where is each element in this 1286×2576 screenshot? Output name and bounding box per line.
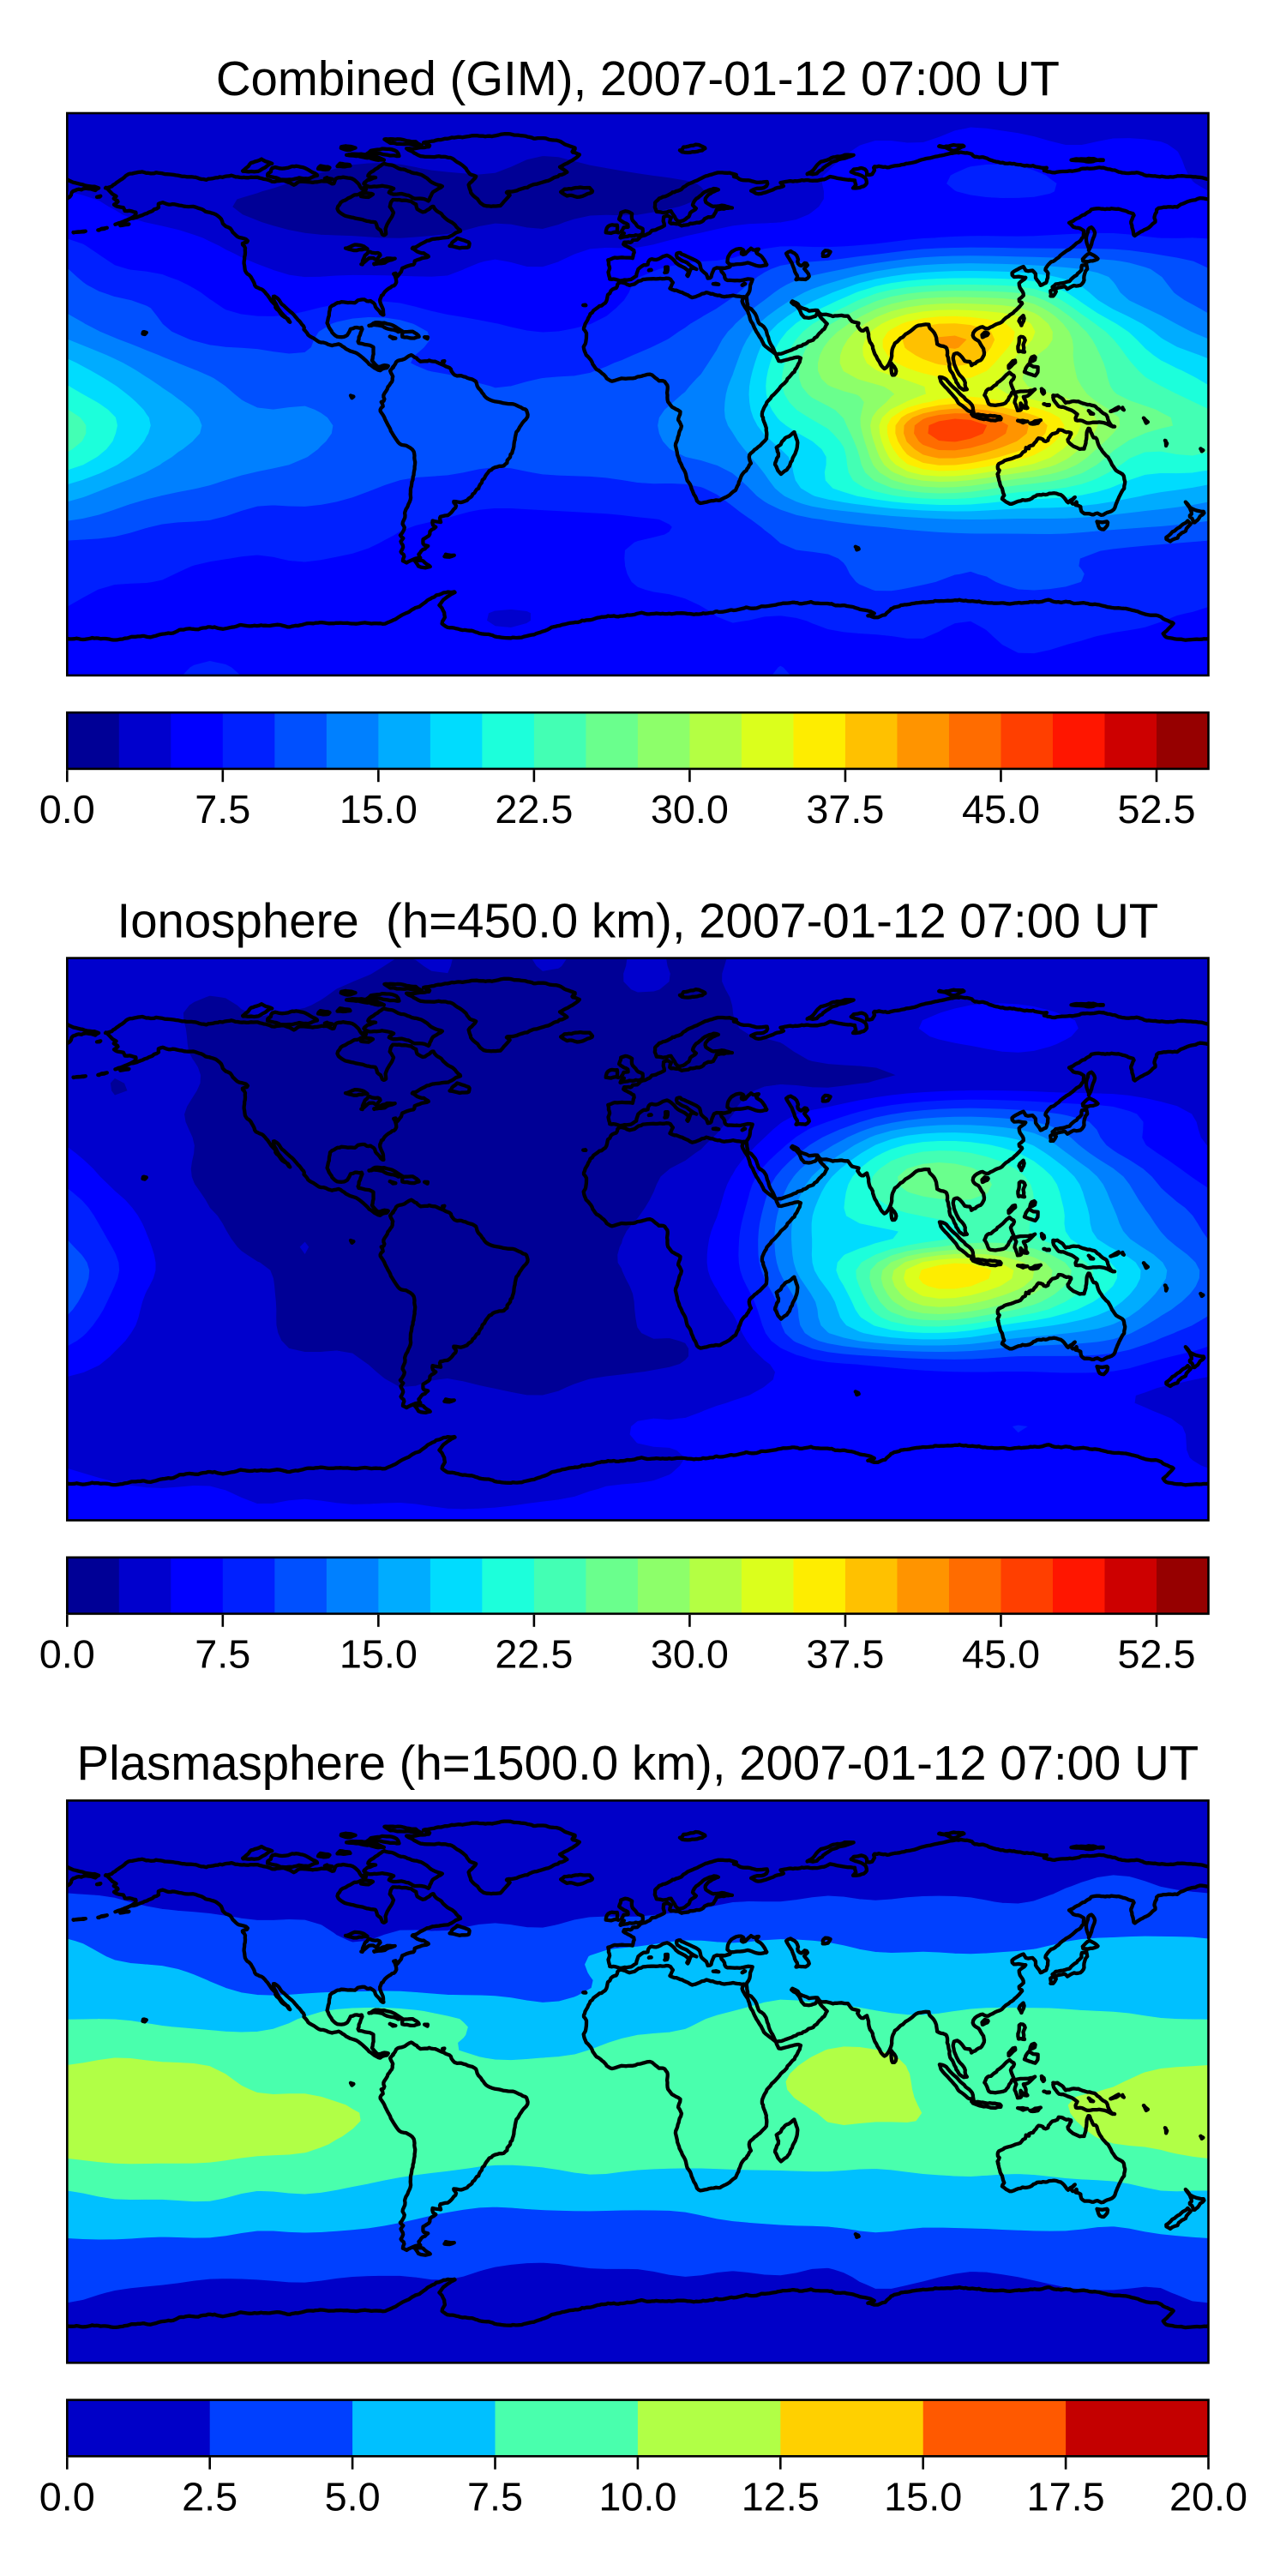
svg-text:45.0: 45.0 xyxy=(962,787,1040,832)
svg-text:37.5: 37.5 xyxy=(806,787,884,832)
svg-text:12.5: 12.5 xyxy=(742,2474,820,2519)
svg-text:15.0: 15.0 xyxy=(340,787,418,832)
svg-text:7.5: 7.5 xyxy=(467,2474,523,2519)
svg-text:5.0: 5.0 xyxy=(325,2474,381,2519)
svg-text:2.5: 2.5 xyxy=(182,2474,237,2519)
svg-text:Ionosphere (h=450.0 km), 2007: Ionosphere (h=450.0 km), 2007-01-12 07:0… xyxy=(117,893,1159,947)
svg-text:45.0: 45.0 xyxy=(962,1632,1040,1677)
svg-text:30.0: 30.0 xyxy=(651,787,729,832)
svg-text:22.5: 22.5 xyxy=(495,787,573,832)
svg-text:7.5: 7.5 xyxy=(195,787,250,832)
svg-text:0.0: 0.0 xyxy=(39,787,95,832)
svg-text:52.5: 52.5 xyxy=(1117,1632,1195,1677)
svg-text:20.0: 20.0 xyxy=(1169,2474,1247,2519)
svg-text:Plasmasphere (h=1500.0 km), 20: Plasmasphere (h=1500.0 km), 2007-01-12 0… xyxy=(77,1736,1199,1790)
svg-text:15.0: 15.0 xyxy=(340,1632,418,1677)
svg-text:10.0: 10.0 xyxy=(598,2474,676,2519)
svg-text:0.0: 0.0 xyxy=(39,1632,95,1677)
svg-text:37.5: 37.5 xyxy=(806,1632,884,1677)
svg-text:0.0: 0.0 xyxy=(39,2474,95,2519)
svg-text:22.5: 22.5 xyxy=(495,1632,573,1677)
svg-text:52.5: 52.5 xyxy=(1117,787,1195,832)
svg-text:Combined (GIM), 2007-01-12 07:: Combined (GIM), 2007-01-12 07:00 UT xyxy=(216,51,1060,105)
svg-text:17.5: 17.5 xyxy=(1027,2474,1105,2519)
svg-text:7.5: 7.5 xyxy=(195,1632,250,1677)
svg-text:30.0: 30.0 xyxy=(651,1632,729,1677)
svg-text:15.0: 15.0 xyxy=(884,2474,962,2519)
